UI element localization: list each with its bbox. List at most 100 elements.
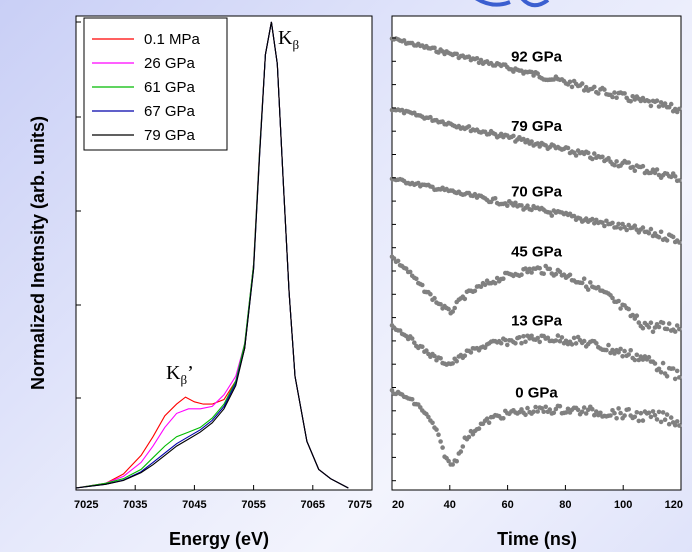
- decay-point: [563, 410, 569, 415]
- decay-point: [484, 416, 490, 422]
- decay-point: [656, 409, 662, 415]
- decay-point: [610, 94, 615, 100]
- right-x-axis-label: Time (ns): [497, 529, 577, 549]
- decay-point: [557, 269, 563, 275]
- decay-point: [438, 302, 443, 307]
- decay-point: [452, 305, 458, 311]
- decay-point: [614, 159, 619, 164]
- decay-point: [519, 340, 524, 346]
- decay-point: [628, 99, 633, 104]
- decay-point: [521, 334, 526, 339]
- decay-point: [482, 345, 488, 351]
- decay-point: [636, 357, 642, 363]
- decay-point: [416, 180, 421, 186]
- decay-point: [612, 351, 617, 356]
- decay-point: [614, 95, 619, 100]
- decay-point: [660, 320, 666, 326]
- decay-point: [478, 284, 484, 290]
- decay-point: [412, 340, 417, 346]
- left-series-group: [75, 21, 349, 489]
- decay-point: [446, 306, 451, 312]
- decay-point: [590, 156, 595, 162]
- decay-point: [559, 335, 565, 340]
- decay-point: [656, 234, 662, 240]
- decay-point: [630, 312, 635, 318]
- decay-point: [612, 90, 617, 95]
- decay-point: [646, 99, 652, 104]
- right-x-tick-label: 40: [444, 499, 456, 511]
- decay-point: [397, 328, 403, 333]
- decay-trace-2: [389, 176, 682, 245]
- decay-trace-4: [389, 323, 682, 382]
- decay-point: [567, 79, 573, 85]
- xes-spectra-panel: 7025 7035 7045 7055 7065 7075 0.1 MPa 26 GPa 61…: [28, 15, 373, 549]
- decay-point: [626, 306, 631, 312]
- right-x-tick-label: 20: [392, 499, 404, 511]
- decay-point: [658, 370, 664, 375]
- decay-point: [677, 178, 682, 183]
- decay-point: [547, 266, 553, 272]
- decay-point: [622, 413, 627, 418]
- decay-point: [555, 333, 561, 338]
- decay-point: [634, 352, 640, 358]
- decay-point: [519, 272, 524, 278]
- decay-point: [664, 374, 670, 379]
- decay-point: [588, 280, 593, 285]
- decay-point: [454, 51, 460, 57]
- legend-label-2: 61 GPa: [144, 79, 196, 96]
- decay-point: [640, 418, 646, 423]
- decay-point: [610, 347, 615, 353]
- left-y-ticks: [76, 21, 81, 491]
- decay-point: [660, 360, 666, 366]
- decay-point: [606, 342, 611, 348]
- decay-point: [579, 409, 585, 415]
- kbeta-prime-label: Kβ’: [166, 362, 194, 387]
- decay-point: [503, 337, 508, 343]
- decay-point: [569, 342, 575, 347]
- decay-point: [606, 155, 611, 161]
- legend: 0.1 MPa 26 GPa 61 GPa 67 GPa 79 GPa: [83, 17, 228, 151]
- decay-point: [454, 458, 460, 464]
- decay-point: [446, 458, 451, 464]
- decay-point: [636, 418, 642, 424]
- decay-point: [529, 207, 534, 213]
- decay-point: [486, 420, 492, 426]
- decay-point: [553, 338, 559, 343]
- decay-point: [581, 338, 587, 344]
- decay-point: [428, 291, 433, 297]
- decay-point: [614, 225, 619, 230]
- decay-point: [513, 200, 518, 206]
- decay-point: [527, 266, 532, 272]
- decay-point: [608, 413, 613, 418]
- decay-point: [583, 411, 589, 416]
- decay-point: [426, 414, 431, 420]
- decay-point: [525, 405, 530, 411]
- decay-point: [519, 407, 524, 412]
- decay-point: [557, 338, 563, 344]
- decay-point: [592, 84, 597, 90]
- decay-point: [462, 353, 468, 359]
- decay-point: [677, 106, 682, 112]
- decay-point: [666, 421, 672, 427]
- decay-point: [553, 271, 559, 277]
- decay-point: [634, 410, 640, 415]
- decay-point: [531, 409, 536, 415]
- decay-point: [505, 342, 510, 348]
- title-fragment: [475, 0, 550, 8]
- decay-point: [600, 154, 605, 160]
- decay-point: [634, 313, 640, 319]
- decay-point: [668, 101, 674, 107]
- decay-point: [537, 339, 542, 345]
- decay-point: [664, 412, 670, 417]
- decay-point: [604, 347, 609, 353]
- decay-point: [616, 298, 621, 304]
- decay-point: [626, 407, 631, 412]
- decay-point: [672, 174, 678, 179]
- decay-point: [462, 296, 468, 302]
- decay-point: [632, 414, 638, 420]
- decay-point: [630, 164, 635, 170]
- decay-point: [656, 104, 662, 109]
- decay-point: [626, 352, 631, 357]
- decay-point: [590, 406, 595, 412]
